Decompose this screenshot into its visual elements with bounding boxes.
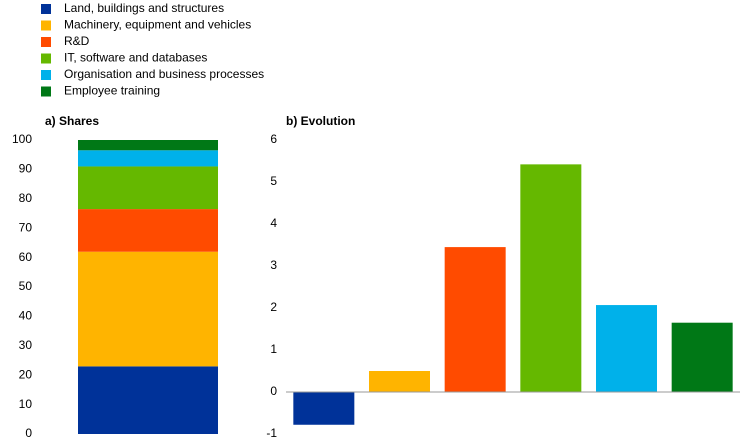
bar-segment	[78, 150, 218, 167]
y-tick-label: 6	[270, 132, 277, 146]
y-tick-label: 70	[19, 220, 33, 234]
bar-segment	[78, 366, 218, 434]
legend-label: Machinery, equipment and vehicles	[64, 18, 251, 32]
bar-segment	[78, 209, 218, 252]
y-tick-label: 60	[19, 250, 33, 264]
y-tick-label: 50	[19, 279, 33, 293]
y-tick-label: 20	[19, 367, 33, 381]
y-tick-label: 0	[270, 384, 277, 398]
y-tick-label: 10	[19, 397, 33, 411]
legend-swatch	[41, 4, 51, 14]
bar	[293, 392, 355, 425]
legend-label: R&D	[64, 34, 90, 48]
y-tick-label: 80	[19, 191, 33, 205]
legend-swatch	[41, 70, 51, 80]
legend-label: Organisation and business processes	[64, 67, 264, 81]
y-tick-label: 2	[270, 300, 277, 314]
bar	[671, 322, 733, 392]
legend-label: Land, buildings and structures	[64, 1, 224, 15]
y-tick-label: 90	[19, 162, 33, 176]
y-tick-label: 40	[19, 309, 33, 323]
bar-segment	[78, 140, 218, 151]
bar	[596, 305, 657, 392]
y-tick-label: 100	[12, 132, 32, 146]
y-tick-label: 5	[270, 174, 277, 188]
legend-swatch	[41, 53, 51, 64]
y-tick-label: 0	[25, 426, 32, 440]
panel-title: b) Evolution	[286, 114, 355, 128]
y-tick-label: -1	[266, 426, 277, 440]
legend-swatch	[41, 86, 51, 97]
legend-label: Employee training	[64, 84, 160, 98]
legend-label: IT, software and databases	[64, 51, 207, 65]
bar-segment	[78, 166, 218, 210]
y-tick-label: 4	[270, 216, 277, 230]
legend-swatch	[41, 20, 51, 31]
y-tick-label: 1	[270, 342, 277, 356]
bar	[369, 371, 430, 392]
y-tick-label: 30	[19, 338, 33, 352]
bar-segment	[78, 251, 218, 367]
bar	[444, 247, 506, 392]
panel-title: a) Shares	[45, 114, 99, 128]
legend-swatch	[41, 37, 51, 47]
y-tick-label: 3	[270, 258, 277, 272]
bar	[520, 164, 582, 392]
